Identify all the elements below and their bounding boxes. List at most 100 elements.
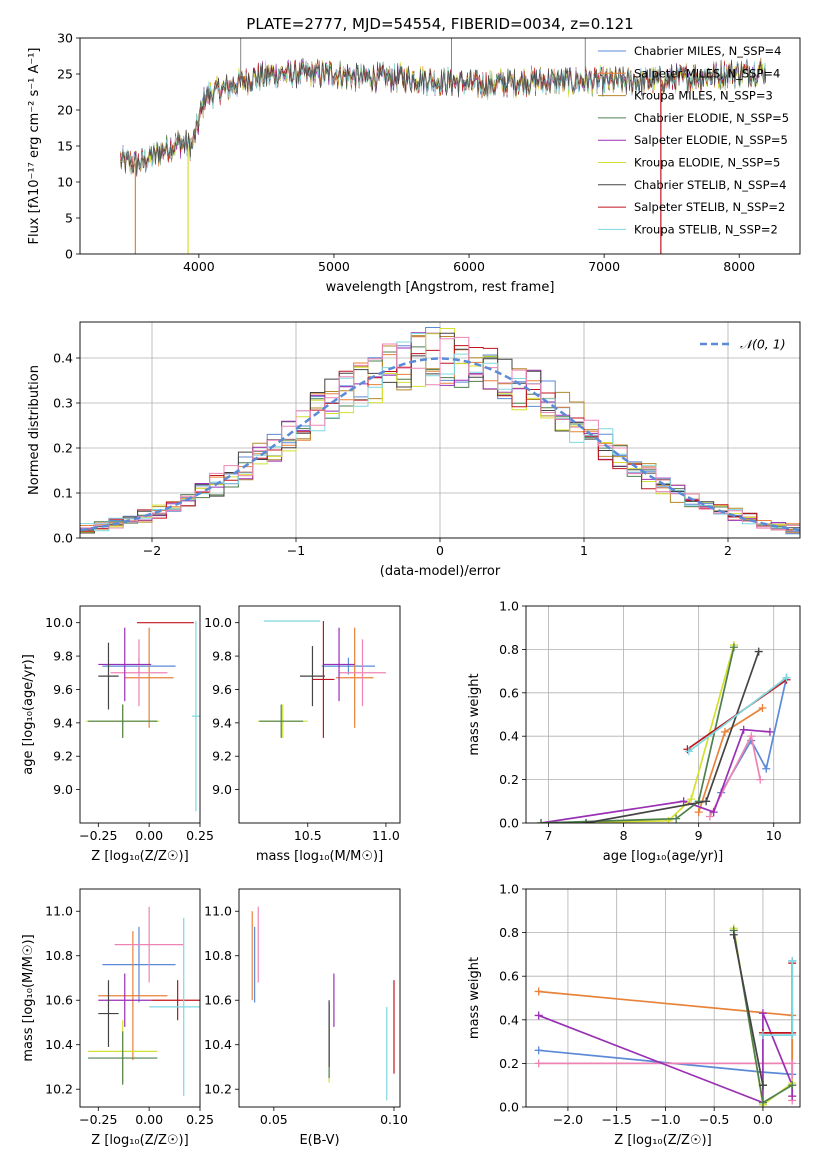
x-tick-label: 4000 <box>183 259 215 274</box>
weight-line <box>732 934 764 1086</box>
weight-line <box>540 647 735 823</box>
x-tick-label: 0.05 <box>260 1112 288 1127</box>
y-tick-label: 10 <box>57 175 73 190</box>
axes-frame <box>79 37 801 255</box>
spectrum-line <box>120 59 766 176</box>
axes-frame <box>79 605 201 824</box>
weight-marker <box>788 1092 797 1101</box>
weight-marker <box>754 647 763 656</box>
weight-marker <box>788 1059 797 1068</box>
plot-area <box>86 621 200 812</box>
y-tick-label: 0.4 <box>499 1012 519 1027</box>
weight-marker <box>534 1011 543 1020</box>
y-axis-label: Normed distribution <box>27 365 42 495</box>
y-tick-label: 0.2 <box>499 1056 519 1071</box>
weight-marker <box>729 643 738 652</box>
plot-area <box>120 38 766 254</box>
histogram-step <box>80 336 800 530</box>
weight-marker <box>720 727 729 736</box>
weight-marker <box>782 673 791 682</box>
x-tick-label: 0.0 <box>753 1112 773 1127</box>
x-tick-label: 9 <box>695 828 703 843</box>
y-tick-label: 9.0 <box>53 782 73 797</box>
y-tick-label: 9.0 <box>212 782 232 797</box>
legend-entry: Salpeter MILES, N_SSP=4 <box>634 66 780 80</box>
y-tick-label: 1.0 <box>499 882 519 897</box>
y-tick-label: 0.2 <box>53 441 73 456</box>
normal-curve <box>80 357 800 532</box>
y-tick-label: 9.6 <box>53 682 73 697</box>
weight-marker <box>709 808 718 817</box>
weight-marker <box>582 819 591 823</box>
weight-line <box>540 728 771 823</box>
legend-entry: Chabrier MILES, N_SSP=4 <box>634 44 781 58</box>
x-axis-label: Z [log₁₀(Z/Z☉)] <box>91 849 188 864</box>
y-tick-label: 11.0 <box>204 904 232 919</box>
x-tick-label: 10 <box>766 828 782 843</box>
legend-entry: Kroupa MILES, N_SSP=3 <box>634 89 773 103</box>
y-tick-label: 10.2 <box>204 1082 232 1097</box>
weight-marker <box>758 1081 767 1090</box>
x-axis-label: Z [log₁₀(Z/Z☉)] <box>91 1133 188 1148</box>
plot-area <box>257 620 386 738</box>
y-axis-label: age [log₁₀(age/yr)] <box>21 654 36 775</box>
y-tick-label: 0.1 <box>53 486 73 501</box>
legend-entry: 𝒩(0, 1) <box>740 337 786 352</box>
weight-marker <box>684 747 693 756</box>
weight-marker <box>762 764 771 773</box>
legend-entry: Chabrier ELODIE, N_SSP=5 <box>634 111 789 125</box>
x-tick-label: 0.25 <box>186 828 214 843</box>
y-tick-label: 10.8 <box>204 948 232 963</box>
y-tick-label: 9.8 <box>212 649 232 664</box>
weight-marker <box>694 797 703 806</box>
axes-frame <box>525 605 801 824</box>
x-tick-label: 8 <box>620 828 628 843</box>
x-axis-label: mass [log₁₀(M/M☉)] <box>256 849 383 864</box>
y-tick-label: 0.8 <box>499 925 519 940</box>
x-tick-label: 6000 <box>453 259 485 274</box>
weight-marker <box>729 930 738 939</box>
axes-frame <box>238 888 401 1108</box>
weight-marker <box>534 1059 543 1068</box>
y-axis-label: mass weight <box>467 957 482 1039</box>
y-tick-label: 10.6 <box>45 993 73 1008</box>
legend-entry: Chabrier STELIB, N_SSP=4 <box>634 178 786 192</box>
y-tick-label: 10.2 <box>45 1082 73 1097</box>
weight-marker <box>534 987 543 996</box>
x-tick-label: 0 <box>436 543 444 558</box>
x-tick-label: −1 <box>287 543 305 558</box>
weight-marker <box>765 727 774 736</box>
y-tick-label: 15 <box>57 139 73 154</box>
y-tick-label: 0.0 <box>53 531 73 546</box>
y-tick-label: 30 <box>57 31 73 46</box>
panel-weight-vs-Z: −2.0 −1.5 −1.0 −0.5 0.0 0.0 0.2 0.4 0.6 0.8 1.0 Z [… <box>467 882 801 1148</box>
panel-mass-vs-ebv: 0.05 0.10 10.2 10.4 10.6 10.8 11.0 E(B-V) <box>204 888 408 1148</box>
x-tick-label: −0.25 <box>79 828 117 843</box>
y-tick-label: 0.6 <box>499 685 519 700</box>
y-tick-label: 10.0 <box>204 615 232 630</box>
y-tick-label: 10.4 <box>45 1037 73 1052</box>
weight-marker <box>702 797 711 806</box>
y-tick-label: 10.4 <box>204 1037 232 1052</box>
y-tick-label: 0.3 <box>53 396 73 411</box>
y-tick-label: 1.0 <box>499 599 519 614</box>
y-tick-label: 11.0 <box>45 904 73 919</box>
x-tick-label: 0.25 <box>186 1112 214 1127</box>
y-tick-label: 9.4 <box>53 715 73 730</box>
weight-marker <box>705 812 714 821</box>
y-tick-label: 10.0 <box>45 615 73 630</box>
weight-marker <box>694 808 703 817</box>
x-tick-label: −0.5 <box>699 1112 729 1127</box>
y-tick-label: 0.8 <box>499 642 519 657</box>
weight-marker <box>687 795 696 804</box>
plot-area <box>80 322 800 538</box>
weight-marker <box>534 1046 543 1055</box>
plot-area <box>251 906 395 1101</box>
legend-entry: Salpeter STELIB, N_SSP=2 <box>634 200 785 214</box>
y-tick-label: 10.6 <box>204 993 232 1008</box>
y-axis-label: Flux [fλ10⁻¹⁷ erg cm⁻² s⁻¹ A⁻¹] <box>27 48 42 245</box>
axes-frame <box>525 888 801 1108</box>
weight-marker <box>758 703 767 712</box>
x-axis-label: wavelength [Angstrom, rest frame] <box>326 280 555 295</box>
